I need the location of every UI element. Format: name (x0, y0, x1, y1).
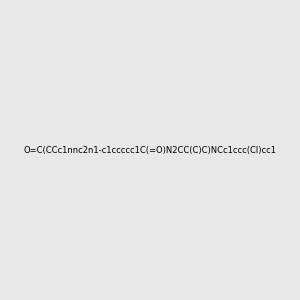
Text: O=C(CCc1nnc2n1-c1ccccc1C(=O)N2CC(C)C)NCc1ccc(Cl)cc1: O=C(CCc1nnc2n1-c1ccccc1C(=O)N2CC(C)C)NCc… (23, 146, 277, 154)
